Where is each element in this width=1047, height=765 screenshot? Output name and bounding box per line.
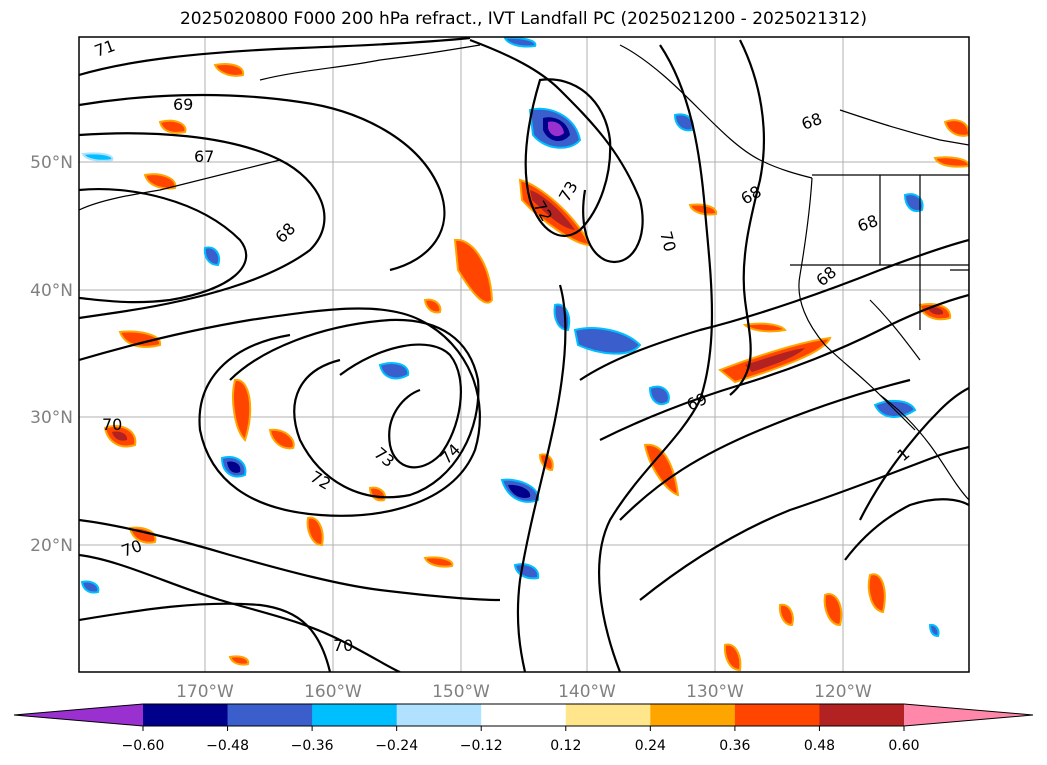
colorbar-bin [227, 704, 313, 726]
colorbar-tick-label: 0.24 [635, 738, 666, 754]
colorbar: −0.60 −0.48 −0.36 −0.24 −0.12 0.12 0.24 0.36 0.4… [13, 703, 1034, 754]
lon-label-140w: 140°W [558, 682, 616, 702]
contour-68b [579, 238, 969, 381]
contour-74 [339, 343, 462, 469]
positive-anomaly-patches [103, 63, 969, 672]
colorbar-tick-label: 0.12 [550, 738, 581, 754]
lon-label-160w: 160°W [304, 682, 362, 702]
colorbar-bin [312, 704, 398, 726]
contour-73b [469, 38, 644, 263]
lat-label-40n: 40°N [30, 281, 73, 301]
colorbar-tick-label: −0.24 [375, 738, 418, 754]
coastlines [79, 44, 969, 501]
colorbar-bin [819, 704, 905, 726]
contour-71 [79, 37, 471, 77]
colorbar-extend-low [14, 704, 143, 726]
colorbar-tick-label: −0.60 [122, 738, 165, 754]
colorbar-bin [396, 704, 482, 726]
contour-69c [599, 293, 969, 441]
contour-69d [619, 378, 911, 521]
latitude-labels: 50°N 40°N 30°N 20°N [30, 153, 73, 556]
colorbar-bin [143, 704, 229, 726]
contour-70f [639, 445, 969, 601]
contour-70e [516, 284, 567, 672]
contour-label: 70 [102, 415, 122, 434]
colorbar-tick-label: −0.12 [460, 738, 503, 754]
us-west-coast [798, 177, 916, 431]
contour-label: 67 [194, 147, 214, 166]
contour-1 [859, 387, 969, 521]
colorbar-tick-label: 0.36 [719, 738, 750, 754]
colorbar-tick-label: 0.60 [888, 738, 919, 754]
colorbar-bin [650, 704, 736, 726]
contour-72b [524, 78, 612, 237]
lon-label-130w: 130°W [686, 682, 744, 702]
contour-70g [844, 498, 969, 561]
state-border-4 [950, 269, 969, 330]
contour-69 [79, 93, 446, 272]
california-border [869, 299, 921, 361]
contour-label: 71 [92, 36, 118, 61]
map-frame [78, 36, 970, 673]
longitude-labels: 170°W 160°W 150°W 140°W 130°W 120°W [176, 682, 872, 702]
contour-70c [79, 602, 332, 672]
contour-70b [79, 553, 401, 672]
contour-67 [79, 132, 326, 320]
contour-68a [79, 187, 248, 304]
colorbar-tick-label: −0.48 [206, 738, 249, 754]
contour-72 [79, 307, 481, 517]
contour-69b [729, 39, 765, 396]
alaska-south-coast [259, 44, 481, 81]
lat-label-30n: 30°N [30, 408, 73, 428]
contour-label: 70 [656, 229, 680, 254]
colorbar-bin [481, 704, 567, 726]
colorbar-tick-label: 0.48 [804, 738, 835, 754]
lat-label-20n: 20°N [30, 536, 73, 556]
contour-label: 70 [333, 636, 353, 655]
aleutian-chain [79, 159, 281, 211]
bc-coast [619, 44, 813, 179]
map-title: 2025020800 F000 200 hPa refract., IVT La… [179, 9, 867, 29]
lon-label-150w: 150°W [432, 682, 490, 702]
contour-70a [79, 518, 501, 602]
lat-label-50n: 50°N [30, 153, 73, 173]
colorbar-ticks: −0.60 −0.48 −0.36 −0.24 −0.12 0.12 0.24 0.36 0.4… [122, 726, 920, 754]
canada-provincial-border [839, 109, 969, 146]
contour-lines [79, 37, 969, 672]
lon-label-120w: 120°W [814, 682, 872, 702]
contour-73 [229, 318, 480, 499]
colorbar-bins [143, 704, 905, 726]
lon-label-170w: 170°W [176, 682, 234, 702]
contour-70d [597, 44, 714, 672]
baja-california [879, 394, 969, 501]
colorbar-extend-high [904, 704, 1033, 726]
colorbar-bin [565, 704, 651, 726]
colorbar-tick-label: −0.36 [291, 738, 334, 754]
contour-label: 69 [173, 95, 193, 114]
colorbar-bin [734, 704, 820, 726]
